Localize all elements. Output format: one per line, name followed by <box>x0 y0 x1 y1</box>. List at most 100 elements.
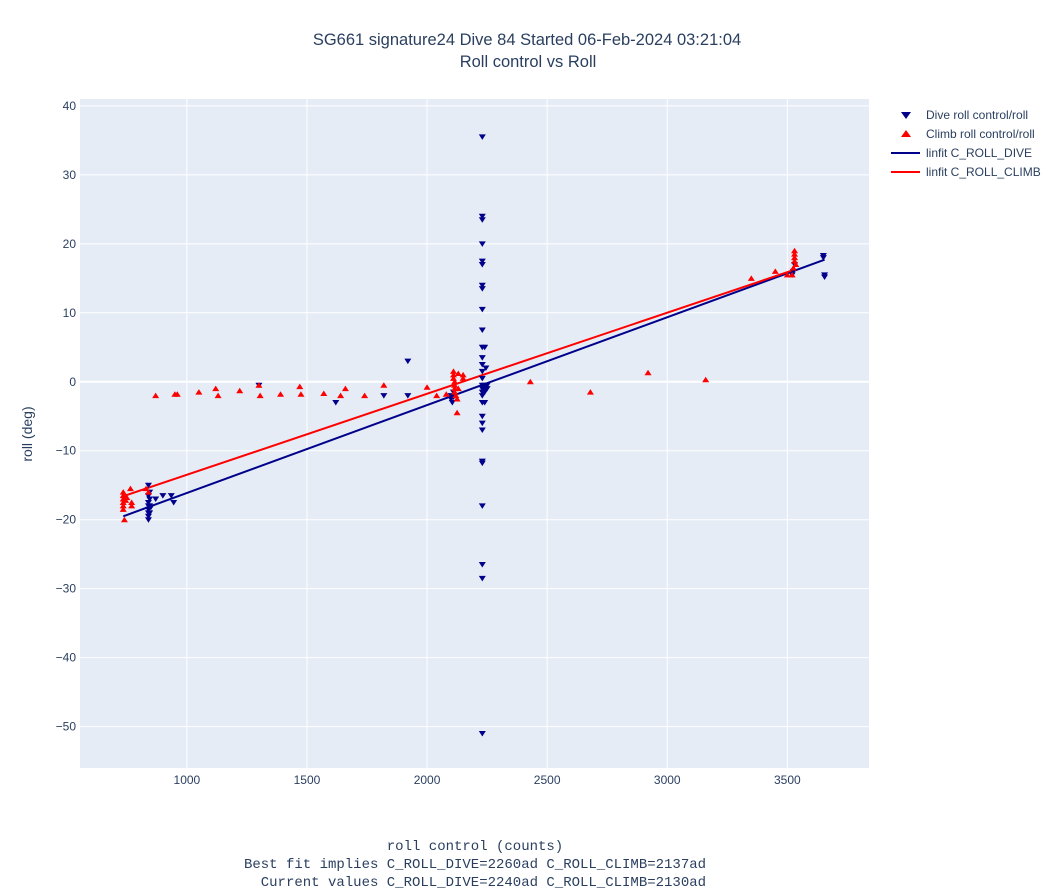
y-tick-label: 10 <box>63 306 77 320</box>
dive-point <box>478 375 486 382</box>
legend-item-dive-markers[interactable]: Dive roll control/roll <box>901 108 1028 122</box>
climb-point <box>451 378 459 385</box>
dive-point <box>144 517 152 523</box>
y-tick-labels: 40 30 20 10 0 −10 −20 −30 −40 −50 <box>56 99 77 734</box>
climb-point <box>212 385 220 392</box>
dive-point <box>170 499 178 506</box>
climb-point <box>341 385 349 392</box>
y-tick-label: −40 <box>56 651 77 665</box>
climb-point <box>120 516 128 523</box>
dive-point <box>478 286 486 292</box>
climb-point <box>337 392 345 399</box>
climb-point <box>449 375 457 381</box>
climb-point <box>454 385 462 392</box>
climb-point <box>128 502 136 509</box>
dive-point <box>478 306 486 313</box>
grid-lines <box>80 99 869 768</box>
dive-point <box>478 241 486 247</box>
climb-point <box>449 371 457 378</box>
dive-point <box>819 253 827 259</box>
climb-point <box>459 375 467 381</box>
climb-point <box>320 390 328 396</box>
dive-point <box>404 358 412 365</box>
climb-point <box>453 396 461 402</box>
dive-point <box>483 386 491 392</box>
climb-point <box>256 392 264 399</box>
climb-point <box>451 382 459 388</box>
climb-point <box>214 392 222 399</box>
climb-point <box>791 254 799 261</box>
climb-point <box>142 485 150 492</box>
plot-background <box>80 99 869 768</box>
legend-triangle-up-icon <box>901 130 911 137</box>
climb-point <box>296 383 304 390</box>
dive-point <box>478 575 486 582</box>
climb-point <box>449 368 457 374</box>
y-tick-label: 40 <box>63 99 77 113</box>
dive-point <box>167 493 175 499</box>
x-tick-label: 2000 <box>414 773 441 787</box>
dive-point <box>146 496 154 503</box>
dive-point <box>478 503 486 509</box>
climb-point <box>236 387 244 394</box>
climb-point <box>783 271 791 278</box>
climb-point <box>255 382 263 388</box>
dive-point <box>478 217 486 223</box>
y-tick-label: −10 <box>56 444 77 458</box>
climb-point <box>452 392 460 399</box>
climb-point <box>122 497 130 503</box>
dive-point <box>404 393 412 399</box>
climb-point <box>361 392 369 399</box>
climb-point <box>747 275 755 281</box>
legend-item-dive-fit[interactable]: linfit C_ROLL_DIVE <box>891 146 1032 160</box>
y-axis-label: roll (deg) <box>19 406 35 461</box>
dive-point <box>478 562 486 568</box>
climb-point <box>788 271 796 278</box>
climb-point <box>454 370 462 376</box>
climb-point <box>586 389 594 395</box>
climb-point <box>451 389 459 395</box>
x-tick-label: 2500 <box>534 773 561 787</box>
climb-point <box>123 494 131 501</box>
dive-point <box>478 362 486 368</box>
climb-point <box>791 247 799 254</box>
climb-point <box>195 389 203 395</box>
climb-point <box>433 392 441 399</box>
fit-lines <box>122 258 825 518</box>
climb-point <box>792 261 800 268</box>
dive-point <box>146 510 154 516</box>
legend-item-climb-markers[interactable]: Climb roll control/roll <box>901 127 1035 141</box>
dive-point <box>380 393 388 399</box>
climb-point <box>128 499 136 505</box>
dive-point <box>478 258 486 265</box>
y-tick-label: 0 <box>69 375 76 389</box>
dive-point <box>478 413 486 420</box>
legend[interactable]: Dive roll control/roll Climb roll contro… <box>891 108 1041 179</box>
x-tick-label: 1500 <box>294 773 321 787</box>
y-tick-label: 20 <box>63 237 77 251</box>
legend-item-climb-fit[interactable]: linfit C_ROLL_CLIMB <box>891 165 1041 179</box>
climb-point <box>380 382 388 388</box>
dive-point <box>481 399 489 406</box>
dive-point <box>478 327 486 334</box>
climb-point <box>453 409 461 416</box>
climb-point <box>702 376 710 383</box>
dive-point <box>478 213 486 220</box>
legend-label-dive-fit: linfit C_ROLL_DIVE <box>926 146 1032 160</box>
climb-point <box>771 268 779 274</box>
best-fit-note: Best fit implies C_ROLL_DIVE=2260ad C_RO… <box>244 857 706 873</box>
climb-point <box>459 371 467 378</box>
climb-point <box>423 384 431 390</box>
dive-point <box>147 504 155 511</box>
dive-point <box>481 344 489 351</box>
dive-point <box>478 368 486 375</box>
chart-title-line-2: Roll control vs Roll <box>460 53 597 71</box>
x-axis-label: roll control (counts) <box>387 839 563 855</box>
climb-point <box>119 492 127 499</box>
dive-point <box>144 513 152 520</box>
dive-point <box>478 393 486 399</box>
climb-point <box>644 369 652 376</box>
y-tick-label: −30 <box>56 582 77 596</box>
climb-point <box>152 392 160 399</box>
climb-point <box>119 489 127 495</box>
